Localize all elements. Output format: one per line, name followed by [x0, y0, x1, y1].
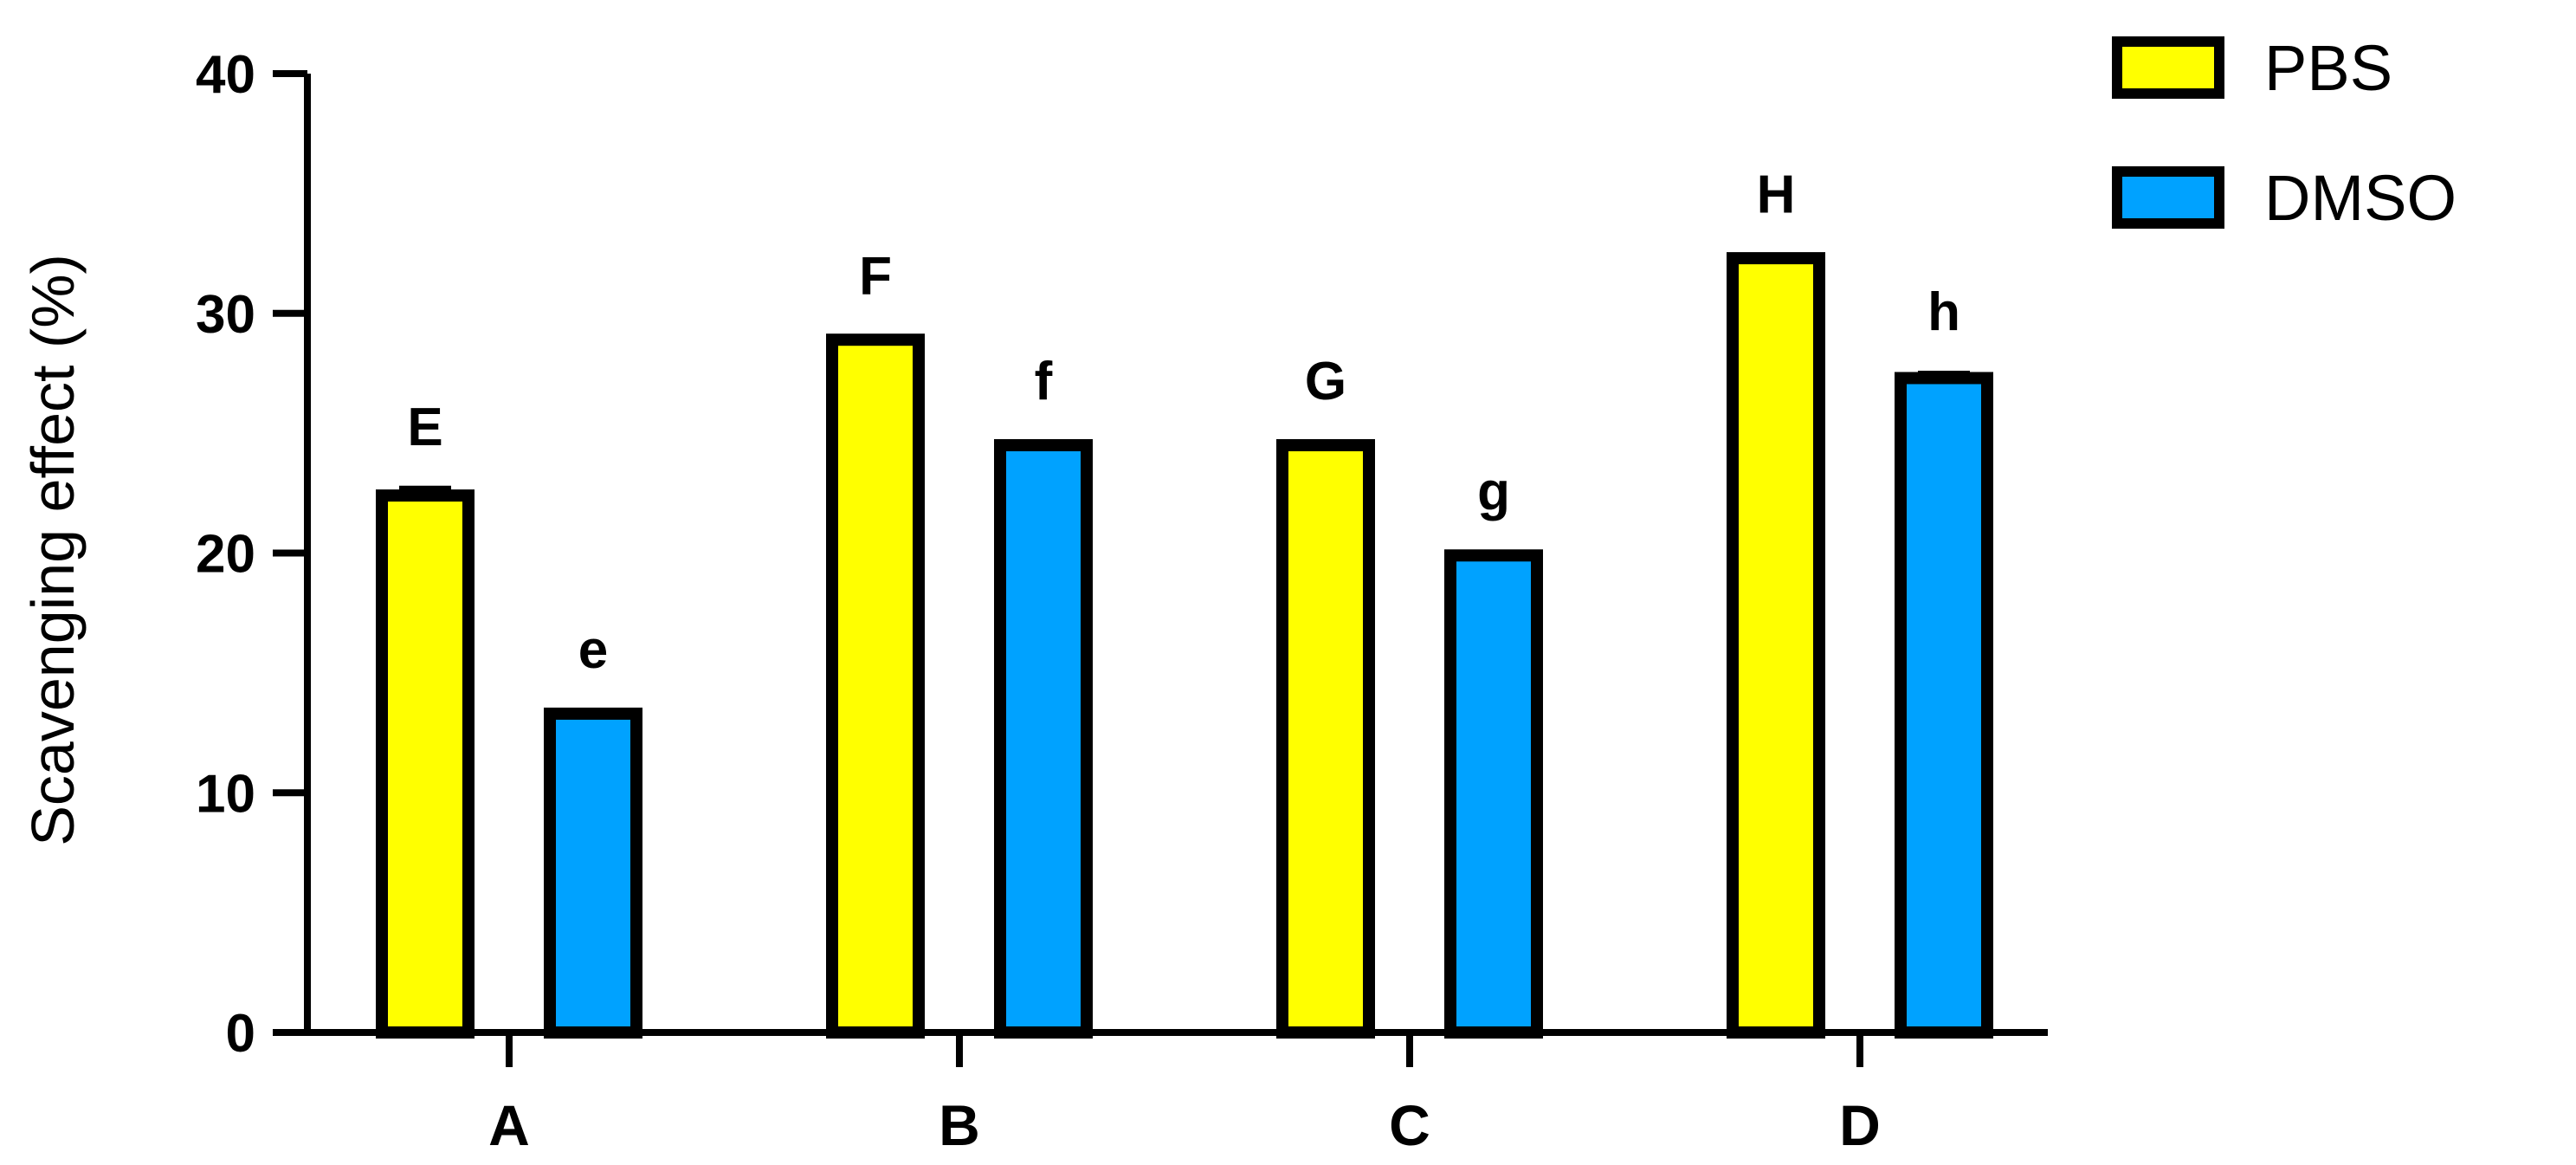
y-tick-label: 10	[196, 764, 255, 824]
data-label: E	[407, 398, 442, 457]
data-label: G	[1305, 352, 1346, 411]
x-tick-label: A	[488, 1093, 530, 1157]
bar	[376, 489, 475, 1039]
axes: 0 10 20 30 40 A B C D	[196, 45, 2048, 1157]
x-tick-label: D	[1839, 1093, 1881, 1157]
bar	[994, 438, 1093, 1039]
bar	[544, 707, 642, 1039]
bar	[1444, 549, 1543, 1039]
legend-swatch	[2112, 166, 2224, 229]
y-tick-label: 0	[226, 1004, 255, 1064]
data-label: h	[1927, 282, 1960, 342]
data-label: H	[1757, 165, 1796, 224]
y-tick-label: 40	[196, 45, 255, 105]
legend-label: PBS	[2264, 32, 2392, 104]
x-tick-label: B	[939, 1093, 980, 1157]
x-tick-label: C	[1389, 1093, 1430, 1157]
y-axis-label: Scavenging effect (%)	[19, 254, 87, 846]
legend-label: DMSO	[2264, 162, 2457, 234]
bar	[1276, 438, 1375, 1039]
bar	[826, 333, 925, 1039]
data-label: F	[859, 246, 892, 306]
bar	[1727, 252, 1825, 1039]
bar	[1895, 372, 1993, 1039]
data-label: g	[1477, 463, 1510, 522]
legend-swatch	[2112, 36, 2224, 99]
data-label: f	[1035, 352, 1053, 411]
bars: Ee Ff Gg Hh	[376, 165, 1993, 1039]
y-tick-label: 30	[196, 285, 255, 345]
data-label: e	[578, 620, 608, 680]
legend: PBS DMSO	[2112, 32, 2457, 234]
y-tick-label: 20	[196, 525, 255, 585]
